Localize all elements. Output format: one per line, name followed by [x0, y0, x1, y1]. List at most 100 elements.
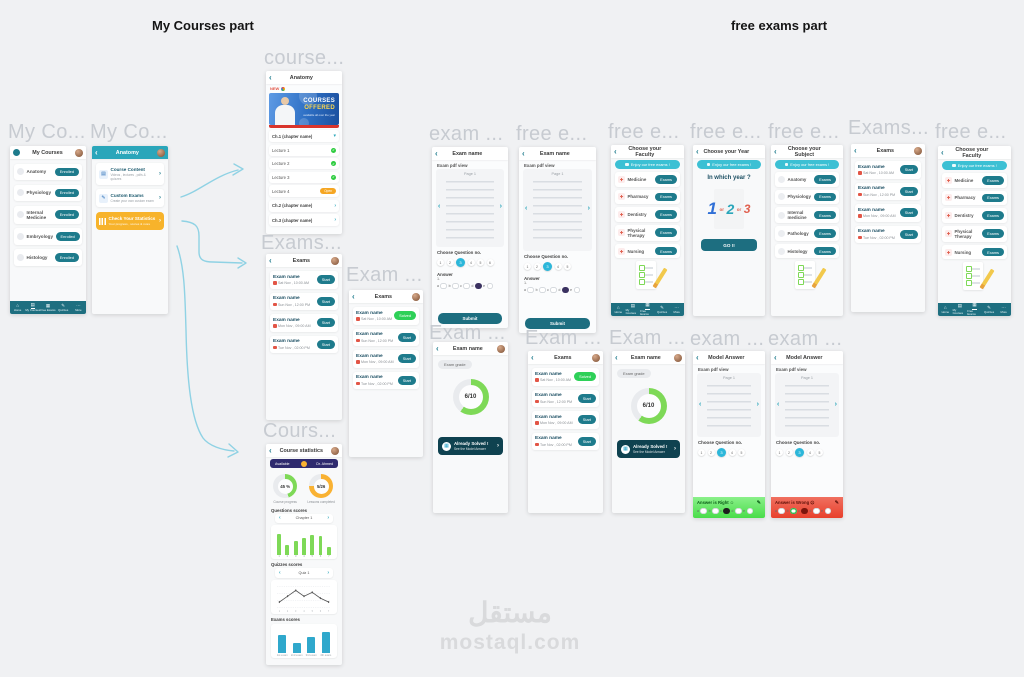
content-row[interactable]: Lecture 3 ✔ [269, 171, 339, 183]
avatar[interactable] [412, 292, 420, 301]
course-badge[interactable]: Enrolled [54, 167, 79, 177]
content-row[interactable]: Lecture 4 Open [269, 185, 339, 197]
exam-card[interactable]: Exam name Sun Nov , 12:00 PM Start [855, 182, 921, 200]
faculty-row[interactable]: ✚ Dentistry Exams [615, 207, 680, 222]
faculty-exams-badge[interactable]: Exams [982, 193, 1004, 203]
faculty-exams-badge[interactable]: Exams [655, 228, 677, 238]
question-number[interactable]: 5 [816, 449, 823, 456]
content-row[interactable]: Ch.3 (chapter name) › [269, 214, 339, 226]
exam-card[interactable]: Exam name Sat Nov , 10:00 AM Start [270, 271, 338, 289]
subject-row[interactable]: Anatomy Exams [775, 172, 839, 187]
prev-page-icon[interactable]: ‹ [777, 401, 780, 409]
course-home-card[interactable]: ✎ Custom Exams Create your own custom ex… [96, 189, 164, 207]
back-icon[interactable]: ‹ [614, 146, 617, 156]
back-icon[interactable]: ‹ [774, 146, 777, 156]
back-icon[interactable]: ‹ [854, 145, 857, 155]
question-number[interactable]: 2 [446, 259, 454, 266]
exam-start-button[interactable]: Start [577, 393, 596, 403]
faculty-exams-badge[interactable]: Exams [655, 175, 677, 184]
course-home-card[interactable]: ▤ Course Content Videos , lectures , pdf… [96, 163, 164, 185]
nav-item[interactable]: ⋯ More [996, 303, 1011, 316]
exam-card[interactable]: Exam name Tue Nov , 02:00 PM Start [353, 371, 419, 389]
submit-button[interactable]: Submit [438, 313, 502, 324]
answer-radio[interactable] [790, 507, 797, 514]
question-number[interactable]: 6 [486, 259, 494, 266]
subject-exams-badge[interactable]: Exams [814, 175, 836, 184]
exam-start-button[interactable]: Start [316, 275, 335, 285]
year-digit[interactable]: or [736, 206, 742, 212]
faculty-row[interactable]: ✚ Nursing Exams [942, 244, 1007, 260]
avatar[interactable] [674, 353, 682, 362]
question-number[interactable]: 3 [543, 262, 552, 271]
subject-row[interactable]: Pathology Exams [775, 226, 839, 241]
pdf-viewer[interactable]: Page 1 ‹ › [436, 169, 504, 247]
pdf-viewer[interactable]: Page 1 ‹ › [775, 373, 839, 437]
faculty-exams-badge[interactable]: Exams [982, 247, 1004, 257]
courses-offered-banner[interactable]: COURSES OFFERED available all over the y… [269, 93, 339, 125]
back-icon[interactable]: ‹ [435, 148, 438, 158]
faculty-row[interactable]: ✚ Dentistry Exams [942, 208, 1007, 223]
exam-start-button[interactable]: Start [316, 318, 335, 328]
avatar[interactable] [157, 148, 165, 157]
faculty-exams-badge[interactable]: Exams [655, 246, 677, 256]
back-icon[interactable]: ‹ [696, 146, 699, 156]
back-icon[interactable]: ‹ [95, 147, 98, 157]
nav-item[interactable]: ✎ Quizzes [982, 303, 997, 316]
faculty-exams-badge[interactable]: Exams [982, 229, 1004, 239]
question-number[interactable]: 1 [698, 449, 705, 456]
avatar[interactable] [331, 256, 339, 265]
question-number[interactable]: 1 [437, 259, 444, 266]
next-page-icon[interactable]: › [834, 401, 837, 409]
answer-radio[interactable] [539, 286, 546, 293]
exam-card[interactable]: Exam name Mon Nov , 09:00 AM Start [353, 350, 419, 368]
question-number[interactable]: 2 [785, 449, 793, 456]
back-icon[interactable]: ‹ [531, 352, 534, 362]
answer-radio[interactable] [486, 282, 494, 289]
exam-start-button[interactable]: Start [397, 354, 416, 364]
back-icon[interactable]: ‹ [436, 343, 439, 353]
nav-item[interactable]: ⌂ Home [611, 303, 626, 316]
exam-start-button[interactable]: Start [577, 415, 596, 425]
answer-radio[interactable] [452, 282, 459, 289]
next-page-icon[interactable]: › [587, 205, 590, 213]
nav-item[interactable]: ⋯ More [71, 301, 86, 314]
nav-item[interactable]: ▦ Free Exams [640, 302, 655, 316]
chevron-left-icon[interactable]: ‹ [279, 515, 281, 522]
pdf-viewer[interactable]: Page 1 ‹ › [697, 373, 761, 437]
next-page-icon[interactable]: › [756, 401, 759, 409]
nav-item[interactable]: ▦ Free Exams [967, 302, 982, 316]
faculty-exams-badge[interactable]: Exams [655, 210, 677, 219]
course-row[interactable]: Embryology Enrolled [14, 228, 82, 245]
answer-radio[interactable] [700, 507, 707, 514]
chevron-right-icon[interactable]: › [327, 515, 329, 522]
back-icon[interactable]: ‹ [696, 352, 699, 362]
course-row[interactable]: Histology Enrolled [14, 249, 82, 266]
exam-card[interactable]: Exam name Mon Nov , 09:00 AM Start [270, 314, 338, 332]
exam-start-button[interactable]: Start [899, 208, 918, 218]
question-number[interactable]: 5 [564, 263, 571, 270]
question-number[interactable]: 4 [554, 263, 562, 270]
exam-card[interactable]: Exam name Sat Nov , 10:00 AM Solved [353, 307, 419, 325]
question-number[interactable]: 5 [477, 259, 484, 266]
back-icon[interactable]: ‹ [269, 445, 272, 455]
avatar[interactable] [914, 146, 922, 155]
prev-page-icon[interactable]: ‹ [699, 401, 702, 409]
subject-exams-badge[interactable]: Exams [814, 192, 836, 202]
answer-radio[interactable] [550, 286, 557, 293]
chevron-right-icon[interactable]: › [327, 569, 329, 576]
year-digit[interactable]: 2 [726, 201, 735, 217]
year-digit[interactable]: 3 [743, 202, 751, 216]
question-number[interactable]: 1 [524, 263, 531, 270]
exam-start-button[interactable]: Start [397, 375, 416, 385]
back-icon[interactable]: ‹ [615, 352, 618, 362]
answer-radio[interactable] [723, 507, 730, 514]
question-number[interactable]: 4 [728, 449, 736, 456]
next-page-icon[interactable]: › [499, 203, 502, 211]
exam-start-button[interactable]: Solved [394, 311, 416, 321]
back-icon[interactable]: ‹ [774, 352, 777, 362]
avatar[interactable] [592, 353, 600, 362]
content-row[interactable]: Ch.1 (chapter name) ▾ [269, 130, 339, 142]
answer-radio[interactable] [801, 507, 808, 514]
year-digit[interactable]: 1 [707, 199, 717, 218]
answer-radio[interactable] [440, 282, 447, 289]
